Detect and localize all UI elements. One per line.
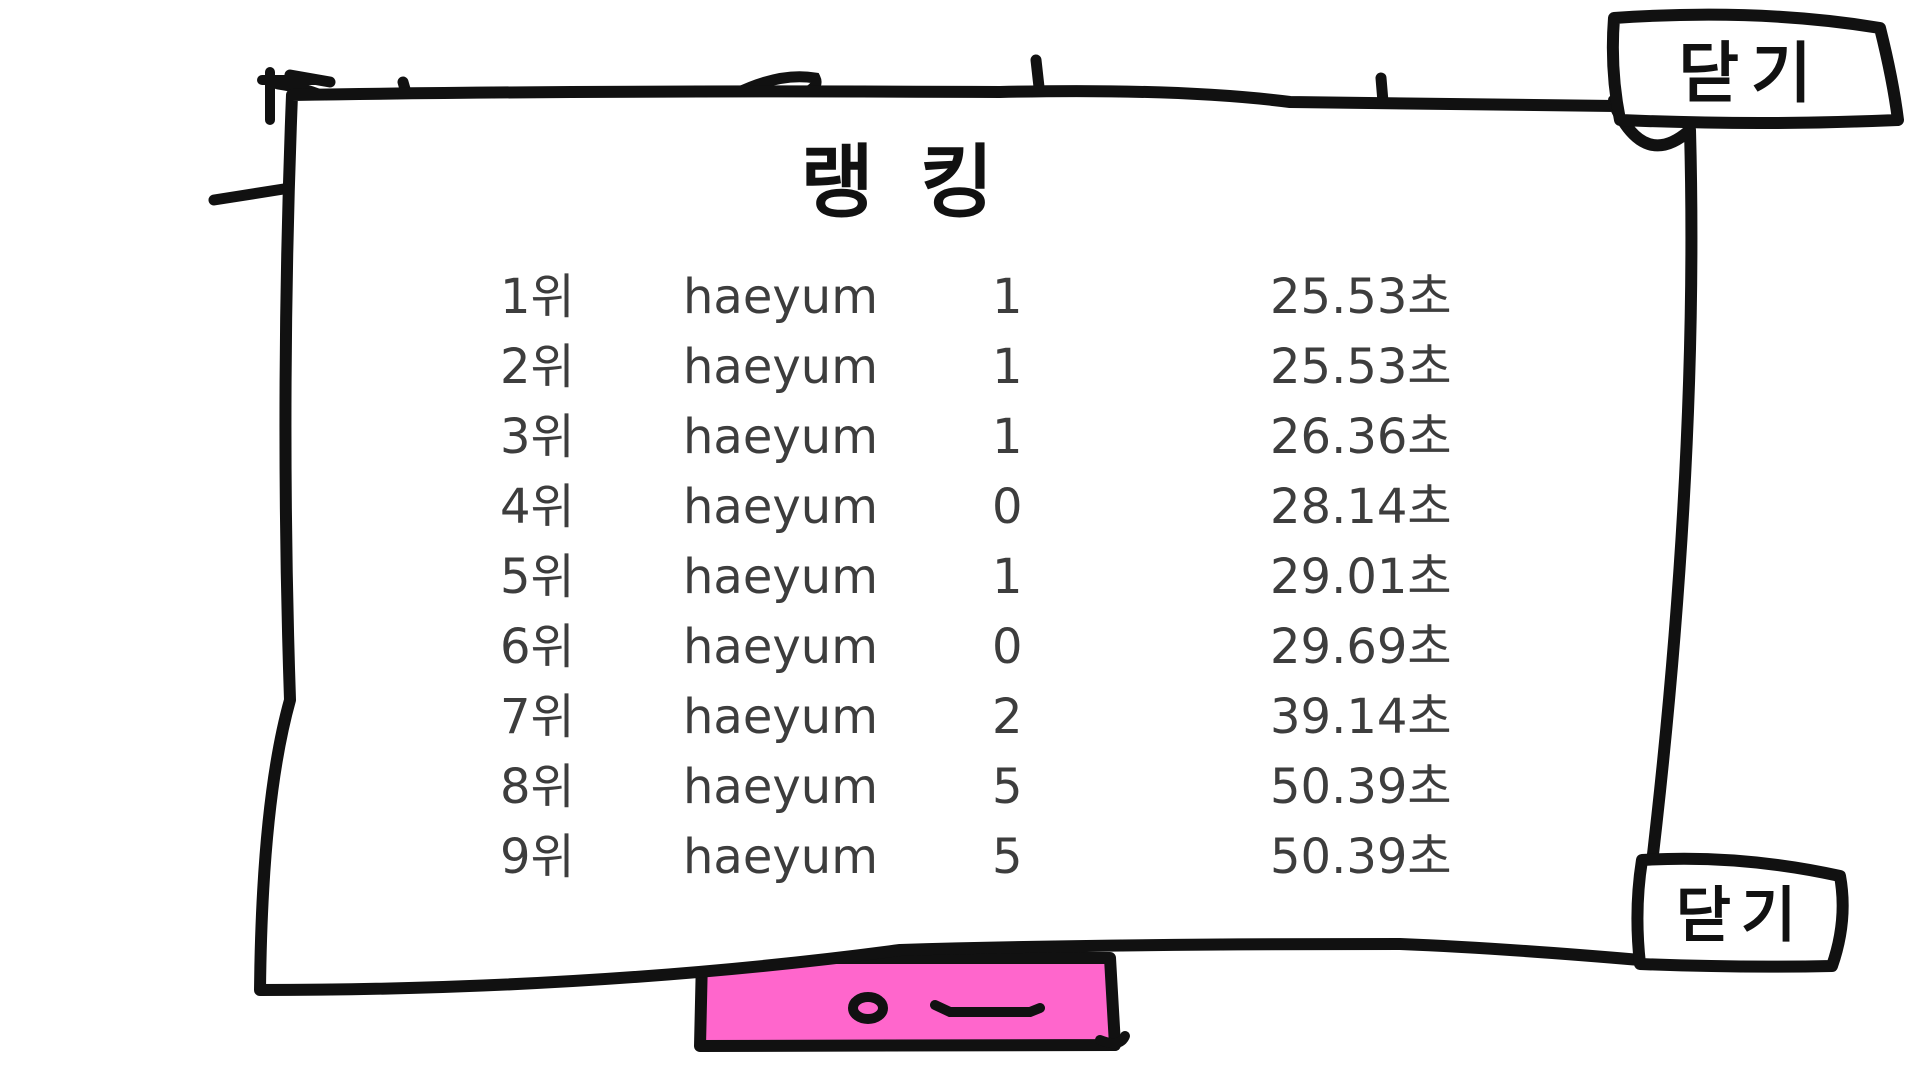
player-name-cell: haeyum xyxy=(683,689,878,745)
player-name-cell: haeyum xyxy=(683,269,878,325)
score-cell: 0 xyxy=(992,619,1023,675)
rank-cell: 1위 xyxy=(500,269,575,325)
player-name-cell: haeyum xyxy=(683,479,878,535)
close-button-top[interactable]: 닫기 xyxy=(1620,18,1882,118)
rank-cell: 7위 xyxy=(500,689,575,745)
ranking-row: 2위 haeyum 1 25.53초 xyxy=(480,332,1480,402)
time-cell: 25.53초 xyxy=(1270,269,1452,325)
rank-cell: 4위 xyxy=(500,479,575,535)
ranking-row: 8위 haeyum 5 50.39초 xyxy=(480,752,1480,822)
time-cell: 29.69초 xyxy=(1270,619,1452,675)
hidden-pink-button xyxy=(694,952,1130,1052)
player-name-cell: haeyum xyxy=(683,409,878,465)
time-cell: 39.14초 xyxy=(1270,689,1452,745)
rank-cell: 8위 xyxy=(500,759,575,815)
score-cell: 1 xyxy=(992,409,1023,465)
ranking-row: 9위 haeyum 5 50.39초 xyxy=(480,822,1480,892)
ranking-row: 5위 haeyum 1 29.01초 xyxy=(480,542,1480,612)
rank-cell: 9위 xyxy=(500,829,575,885)
ranking-title: 랭킹 xyxy=(800,136,1040,229)
close-button-bottom-frame xyxy=(1631,852,1849,973)
score-cell: 1 xyxy=(992,339,1023,395)
score-cell: 5 xyxy=(992,829,1023,885)
score-cell: 5 xyxy=(992,759,1023,815)
player-name-cell: haeyum xyxy=(683,549,878,605)
ranking-row: 7위 haeyum 2 39.14초 xyxy=(480,682,1480,752)
time-cell: 50.39초 xyxy=(1270,759,1452,815)
rank-cell: 3위 xyxy=(500,409,575,465)
ranking-table: 1위 haeyum 1 25.53초 2위 haeyum 1 25.53초 3위… xyxy=(480,262,1480,892)
time-cell: 50.39초 xyxy=(1270,829,1452,885)
time-cell: 25.53초 xyxy=(1270,339,1452,395)
ranking-panel-frame xyxy=(254,85,1698,996)
player-name-cell: haeyum xyxy=(683,339,878,395)
ranking-row: 4위 haeyum 0 28.14초 xyxy=(480,472,1480,542)
player-name-cell: haeyum xyxy=(683,829,878,885)
time-cell: 26.36초 xyxy=(1270,409,1452,465)
score-cell: 1 xyxy=(992,269,1023,325)
rank-cell: 2위 xyxy=(500,339,575,395)
ranking-row: 6위 haeyum 0 29.69초 xyxy=(480,612,1480,682)
player-name-cell: haeyum xyxy=(683,619,878,675)
close-button-bottom[interactable]: 닫기 xyxy=(1644,862,1838,958)
rank-cell: 6위 xyxy=(500,619,575,675)
ranking-row: 3위 haeyum 1 26.36초 xyxy=(480,402,1480,472)
player-name-cell: haeyum xyxy=(683,759,878,815)
score-cell: 2 xyxy=(992,689,1023,745)
ranking-row: 1위 haeyum 1 25.53초 xyxy=(480,262,1480,332)
rank-cell: 5위 xyxy=(500,549,575,605)
time-cell: 28.14초 xyxy=(1270,479,1452,535)
time-cell: 29.01초 xyxy=(1270,549,1452,605)
score-cell: 1 xyxy=(992,549,1023,605)
score-cell: 0 xyxy=(992,479,1023,535)
close-button-top-frame xyxy=(1606,8,1904,129)
